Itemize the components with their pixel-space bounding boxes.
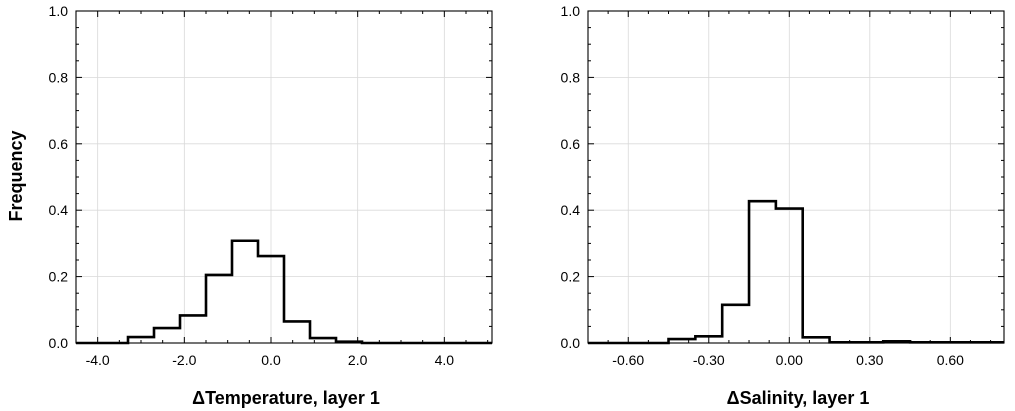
salinity-ytick-label-2: 0.4 bbox=[561, 202, 581, 218]
salinity-xtick-label-3: 0.30 bbox=[856, 352, 883, 368]
temperature-panel: ΔTemperature, layer 1 0.0 0.2 0.4 0.6 0.8 1.0… bbox=[49, 3, 493, 408]
temperature-ytick-label-2: 0.4 bbox=[49, 202, 69, 218]
salinity-panel: ΔSalinity, layer 1 0.0 0.2 0.4 0.6 0.8 1.0 -0.… bbox=[561, 3, 1005, 408]
salinity-histogram-line bbox=[588, 199, 1004, 345]
temperature-bin-5 bbox=[232, 241, 258, 343]
temperature-ytick-label-3: 0.6 bbox=[49, 136, 69, 152]
salinity-xtick-label-2: 0.00 bbox=[776, 352, 803, 368]
salinity-xlabel: ΔSalinity, layer 1 bbox=[727, 388, 870, 408]
salinity-bin-2 bbox=[695, 336, 722, 343]
temperature-bin-4 bbox=[206, 275, 232, 343]
salinity-ytick-label-3: 0.6 bbox=[561, 136, 581, 152]
salinity-bin-7 bbox=[830, 342, 857, 343]
salinity-ytick-label-4: 0.8 bbox=[561, 69, 581, 85]
salinity-bin-10 bbox=[910, 342, 1004, 343]
temperature-bin-7 bbox=[284, 321, 310, 343]
temperature-xtick-label-4: 4.0 bbox=[435, 352, 455, 368]
salinity-bin-9 bbox=[883, 341, 910, 343]
temperature-bin-1 bbox=[128, 337, 154, 343]
salinity-bin-6 bbox=[803, 337, 830, 343]
salinity-bin-4 bbox=[749, 201, 776, 343]
salinity-ytick-label-0: 0.0 bbox=[561, 335, 581, 351]
temperature-xtick-label-0: -4.0 bbox=[86, 352, 110, 368]
temperature-bin-9 bbox=[336, 342, 362, 343]
salinity-bin-5 bbox=[776, 209, 803, 343]
salinity-xtick-label-1: -0.30 bbox=[693, 352, 725, 368]
salinity-bin-1 bbox=[669, 339, 696, 343]
salinity-ytick-label-1: 0.2 bbox=[561, 269, 581, 285]
salinity-bin-3 bbox=[722, 305, 749, 343]
temperature-ytick-label-1: 0.2 bbox=[49, 269, 69, 285]
salinity-bin-8 bbox=[856, 342, 883, 343]
temperature-xlabel: ΔTemperature, layer 1 bbox=[192, 388, 380, 408]
temperature-bin-3 bbox=[180, 315, 206, 343]
temperature-ytick-label-4: 0.8 bbox=[49, 69, 69, 85]
temperature-ytick-label-0: 0.0 bbox=[49, 335, 69, 351]
temperature-histogram-line bbox=[76, 239, 492, 345]
salinity-ytick-label-5: 1.0 bbox=[561, 3, 581, 19]
figure-ylabel: Frequency bbox=[6, 130, 26, 221]
temperature-ytick-label-5: 1.0 bbox=[49, 3, 69, 19]
salinity-xtick-label-0: -0.60 bbox=[612, 352, 644, 368]
temperature-xtick-label-2: 0.0 bbox=[261, 352, 281, 368]
temperature-bin-8 bbox=[310, 338, 336, 343]
temperature-bin-6 bbox=[258, 256, 284, 343]
temperature-bin-2 bbox=[154, 328, 180, 343]
temperature-xtick-label-1: -2.0 bbox=[172, 352, 196, 368]
temperature-xtick-label-3: 2.0 bbox=[348, 352, 368, 368]
salinity-xtick-label-4: 0.60 bbox=[937, 352, 964, 368]
